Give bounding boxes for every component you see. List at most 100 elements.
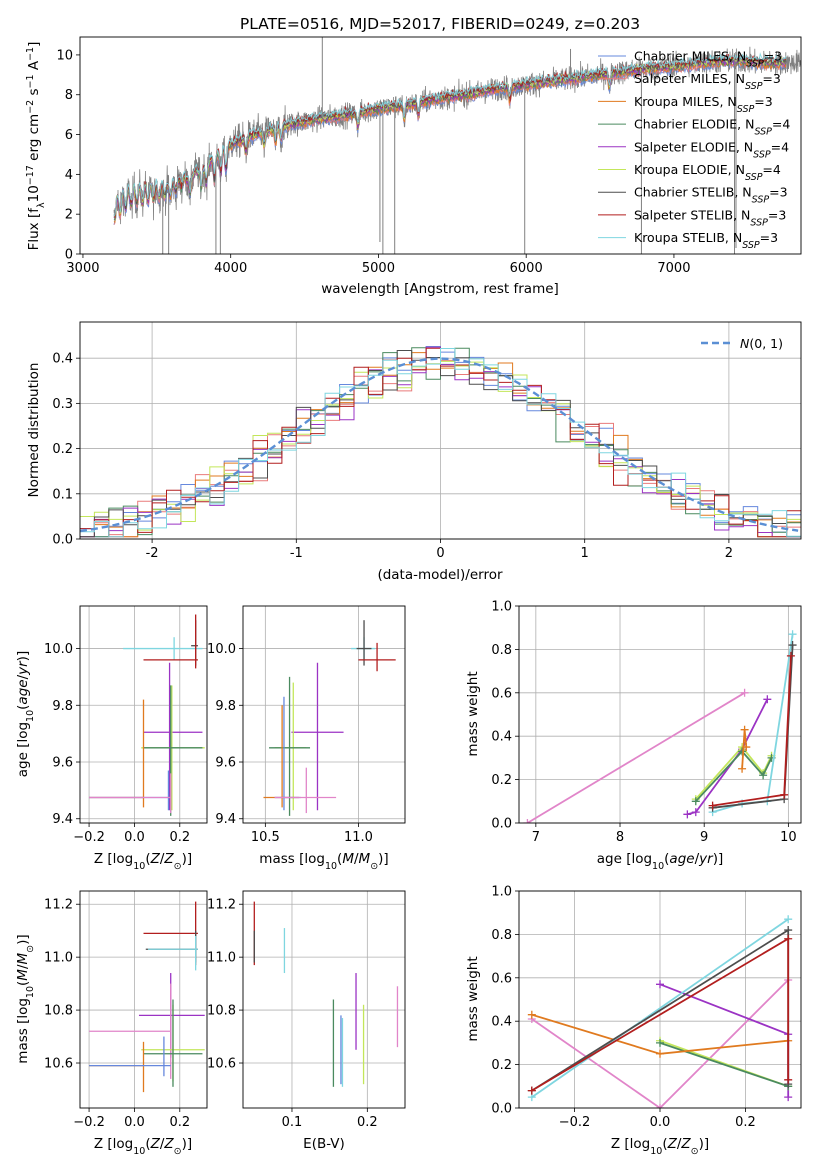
label-part: 0.0	[52, 533, 73, 548]
label-part: 9.4	[215, 812, 236, 827]
label-part: 9.4	[52, 812, 73, 827]
label-part: mass [log	[259, 851, 325, 867]
label-part: 10	[25, 710, 36, 722]
label-part: ⊙	[691, 1146, 699, 1157]
label-part: Z	[150, 1136, 161, 1152]
label-part: Z	[163, 1136, 174, 1152]
x-tick-label: 0	[436, 546, 444, 561]
label-part: )]	[378, 851, 389, 867]
label-part: SSP	[737, 103, 755, 114]
x-tick-label: 0.2	[169, 1115, 190, 1130]
weight-series-line	[526, 692, 746, 823]
label-part: 0.4	[491, 1015, 512, 1030]
label-part: 4	[65, 168, 73, 183]
y-tick-label: 2	[65, 208, 73, 223]
label-part: ⊙	[174, 1146, 182, 1157]
y-tick-label: 0.4	[491, 1015, 512, 1030]
y-tick-label: 10.6	[207, 1057, 236, 1072]
label-part: yr	[698, 851, 714, 867]
x-tick-label: 8	[616, 830, 624, 845]
label-part: 8	[616, 830, 624, 845]
label-part: 8	[65, 88, 73, 103]
label-part: 0.0	[491, 817, 512, 832]
axes-frame	[79, 890, 208, 1109]
label-part: 9.6	[215, 756, 236, 771]
label-part: /	[354, 851, 359, 867]
y-tick-label: 10.0	[44, 642, 73, 657]
label-part: λ	[36, 202, 47, 208]
legend-entry: N(0, 1)	[740, 336, 783, 351]
weight-marker	[740, 688, 749, 697]
weight-marker	[656, 1049, 664, 1058]
label-part: 0	[65, 248, 73, 263]
y-tick-label: 0.6	[491, 971, 512, 986]
label-part: SSP	[750, 217, 768, 228]
y-axis-label: mass weight	[465, 671, 481, 756]
label-part: 0.0	[650, 1115, 671, 1130]
plot-area	[263, 620, 396, 816]
label-part: 10.6	[44, 1057, 73, 1072]
label-part: 0.2	[491, 773, 512, 788]
weight-series-line	[659, 1042, 789, 1088]
label-part: )]	[713, 851, 724, 867]
label-part: 10.5	[251, 830, 280, 845]
label-part: N	[740, 336, 750, 351]
weight-marker	[763, 695, 772, 704]
label-part: Normed distribution	[26, 363, 42, 498]
panel-mass-vs-Z: −0.2 0.0 0.2 10.6 10.8 11.0 11.2	[44, 890, 208, 1130]
label-part: ⊙	[174, 861, 182, 872]
label-part: mass weight	[465, 956, 481, 1041]
label-part: M	[15, 969, 31, 981]
label-part: 0.2	[491, 1058, 512, 1073]
label-part: s	[26, 88, 42, 99]
label-part: M	[15, 952, 31, 964]
label-part: /	[160, 1136, 165, 1152]
label-part: mass [log	[15, 998, 31, 1064]
axes-frame	[79, 605, 208, 824]
plot-area	[89, 614, 205, 816]
label-part: 9.8	[52, 699, 73, 714]
y-tick-label: 4	[65, 168, 73, 183]
label-part: 11.2	[207, 898, 236, 913]
label-part: Z [log	[611, 1136, 650, 1152]
label-part: Z	[680, 1136, 691, 1152]
weight-marker	[691, 797, 700, 806]
label-part: 10	[652, 861, 664, 872]
label-part: 11.0	[44, 951, 73, 966]
label-part: 10	[133, 1146, 145, 1157]
label-part: age	[669, 851, 694, 867]
label-part: 2	[725, 546, 733, 561]
weight-marker	[784, 915, 793, 924]
x-tick-label: 0.2	[169, 830, 190, 845]
label-part: 9.8	[215, 699, 236, 714]
x-tick-label: −0.2	[73, 1115, 105, 1130]
weight-marker	[784, 934, 793, 943]
label-part: (data-model)/error	[377, 567, 503, 583]
y-tick-label: 0.3	[52, 397, 73, 412]
x-tick-label: 1	[581, 546, 589, 561]
label-part: 0.2	[735, 1115, 756, 1130]
label-part: =3	[754, 94, 772, 109]
label-part: Z	[163, 851, 174, 867]
plot-area	[527, 915, 793, 1108]
weight-marker	[738, 764, 747, 773]
label-part: )]	[699, 1136, 710, 1152]
label-part: 5000	[362, 261, 395, 276]
panel-mass-vs-ebv: 0.1 0.2 10.6 10.8 11.0 11.2	[207, 890, 406, 1130]
weight-marker	[788, 630, 797, 639]
label-part: (	[15, 705, 31, 710]
y-axis-label: Flux [fλ10−17 erg cm−2 s−1 A−1]	[25, 42, 47, 251]
y-axis-label: age [log10(age/yr)]	[15, 651, 36, 777]
label-part: 2	[65, 208, 73, 223]
legend-entry: Salpeter STELIB, NSSP=3	[634, 207, 786, 228]
label-part: 11.2	[44, 898, 73, 913]
y-tick-label: 6	[65, 128, 73, 143]
label-part: Salpeter MILES, N	[634, 71, 745, 86]
x-tick-label: 11.0	[344, 830, 373, 845]
panel-age-vs-Z: −0.2 0.0 0.2 9.4 9.6 9.8 10.0	[44, 605, 208, 845]
weight-marker	[656, 1038, 664, 1047]
label-part: 0.4	[491, 730, 512, 745]
legend-entry: Kroupa MILES, NSSP=3	[634, 94, 773, 115]
y-tick-label: 10.0	[207, 642, 236, 657]
